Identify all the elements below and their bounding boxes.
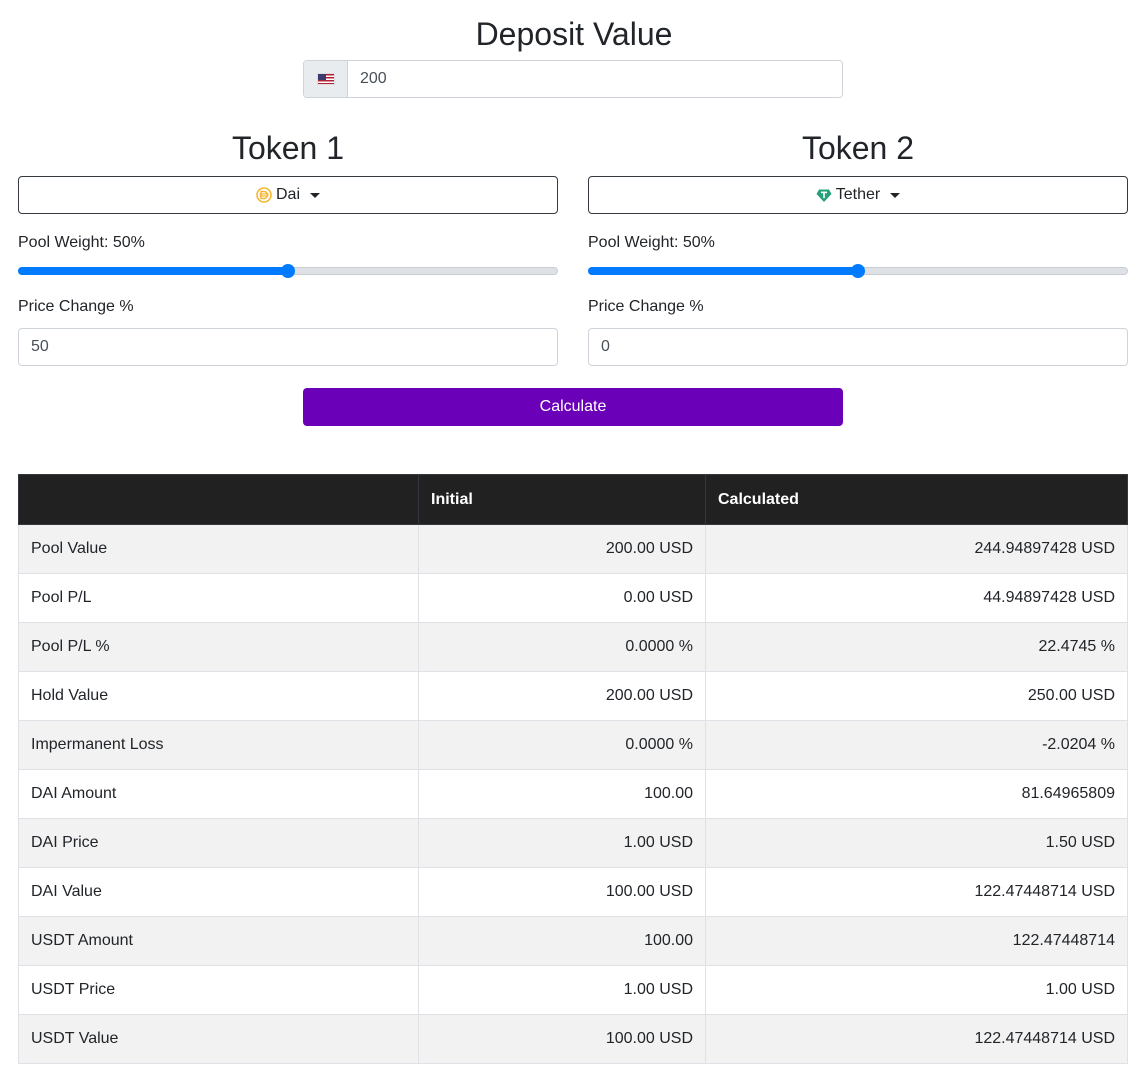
results-table: Initial Calculated Pool Value 200.00 USD 2…	[18, 474, 1128, 1064]
row-label-cell: Pool P/L %	[18, 622, 419, 672]
row-label-cell: DAI Amount	[18, 769, 419, 819]
token-2-price-change-input[interactable]	[588, 328, 1128, 366]
token-1-column: Token 1 Dai Pool Weight: 50% Price Chang…	[18, 128, 558, 366]
token-2-column: Token 2 Tether Pool Weight: 50% Price Ch…	[588, 128, 1128, 366]
table-row: Pool P/L 0.00 USD 44.94897428 USD	[18, 573, 1128, 623]
initial-value-cell: 0.0000 %	[418, 720, 706, 770]
initial-value-cell: 100.00 USD	[418, 1014, 706, 1064]
calculated-value-cell: 22.4745 %	[705, 622, 1128, 672]
deposit-input-group	[303, 60, 843, 98]
initial-value-cell: 100.00	[418, 769, 706, 819]
token-2-selected-label: Tether	[835, 186, 881, 203]
calculated-value-cell: 122.47448714	[705, 916, 1128, 966]
token-1-selected-label: Dai	[275, 186, 300, 203]
initial-value-cell: 1.00 USD	[418, 818, 706, 868]
calculated-value-cell: -2.0204 %	[705, 720, 1128, 770]
row-label-cell: Hold Value	[18, 671, 419, 721]
token-1-price-change-input[interactable]	[18, 328, 558, 366]
token-2-pool-weight-slider[interactable]	[588, 263, 1128, 279]
table-row: USDT Price 1.00 USD 1.00 USD	[18, 965, 1128, 1015]
table-row: Impermanent Loss 0.0000 % -2.0204 %	[18, 720, 1128, 770]
initial-value-cell: 200.00 USD	[418, 671, 706, 721]
calculated-value-cell: 81.64965809	[705, 769, 1128, 819]
slider-fill	[588, 267, 858, 275]
dai-icon	[256, 187, 272, 203]
token-2-title: Token 2	[801, 130, 915, 166]
calculate-button[interactable]: Calculate	[303, 388, 843, 426]
initial-value-cell: 0.00 USD	[418, 573, 706, 623]
deposit-value-input[interactable]	[348, 61, 842, 97]
currency-addon	[304, 61, 348, 97]
row-label-cell: DAI Price	[18, 818, 419, 868]
row-label-cell: Pool P/L	[18, 573, 419, 623]
initial-value-cell: 200.00 USD	[418, 524, 706, 574]
row-label-cell: USDT Price	[18, 965, 419, 1015]
table-header-row: Initial Calculated	[18, 474, 1128, 525]
table-row: USDT Value 100.00 USD 122.47448714 USD	[18, 1014, 1128, 1064]
table-header-initial: Initial	[418, 474, 706, 525]
initial-value-cell: 100.00 USD	[418, 867, 706, 917]
calculated-value-cell: 250.00 USD	[705, 671, 1128, 721]
chevron-down-icon	[890, 192, 901, 198]
initial-value-cell: 0.0000 %	[418, 622, 706, 672]
tether-icon	[816, 189, 832, 202]
token-1-price-change-label: Price Change %	[18, 298, 134, 315]
calculated-value-cell: 1.00 USD	[705, 965, 1128, 1015]
table-row: Pool Value 200.00 USD 244.94897428 USD	[18, 524, 1128, 574]
token-1-pool-weight-slider[interactable]	[18, 263, 558, 279]
calculated-value-cell: 44.94897428 USD	[705, 573, 1128, 623]
token-1-title: Token 1	[231, 130, 345, 166]
token-1-pool-weight-label: Pool Weight: 50%	[18, 234, 145, 251]
calculated-value-cell: 1.50 USD	[705, 818, 1128, 868]
token-2-price-change-label: Price Change %	[588, 298, 704, 315]
calculated-value-cell: 122.47448714 USD	[705, 1014, 1128, 1064]
row-label-cell: USDT Value	[18, 1014, 419, 1064]
calculated-value-cell: 122.47448714 USD	[705, 867, 1128, 917]
table-row: Hold Value 200.00 USD 250.00 USD	[18, 671, 1128, 721]
row-label-cell: Impermanent Loss	[18, 720, 419, 770]
table-row: DAI Price 1.00 USD 1.50 USD	[18, 818, 1128, 868]
token-1-dropdown[interactable]: Dai	[18, 176, 558, 214]
table-header-label	[18, 474, 419, 525]
row-label-cell: USDT Amount	[18, 916, 419, 966]
initial-value-cell: 100.00	[418, 916, 706, 966]
table-row: DAI Amount 100.00 81.64965809	[18, 769, 1128, 819]
table-row: Pool P/L % 0.0000 % 22.4745 %	[18, 622, 1128, 672]
slider-thumb[interactable]	[281, 264, 295, 278]
token-2-dropdown[interactable]: Tether	[588, 176, 1128, 214]
deposit-title: Deposit Value	[475, 16, 673, 52]
table-row: DAI Value 100.00 USD 122.47448714 USD	[18, 867, 1128, 917]
table-row: USDT Amount 100.00 122.47448714	[18, 916, 1128, 966]
slider-fill	[18, 267, 288, 275]
token-2-pool-weight-label: Pool Weight: 50%	[588, 234, 715, 251]
slider-thumb[interactable]	[851, 264, 865, 278]
row-label-cell: Pool Value	[18, 524, 419, 574]
calculated-value-cell: 244.94897428 USD	[705, 524, 1128, 574]
table-header-calculated: Calculated	[705, 474, 1128, 525]
chevron-down-icon	[310, 192, 320, 198]
initial-value-cell: 1.00 USD	[418, 965, 706, 1015]
us-flag-icon	[316, 73, 335, 85]
row-label-cell: DAI Value	[18, 867, 419, 917]
